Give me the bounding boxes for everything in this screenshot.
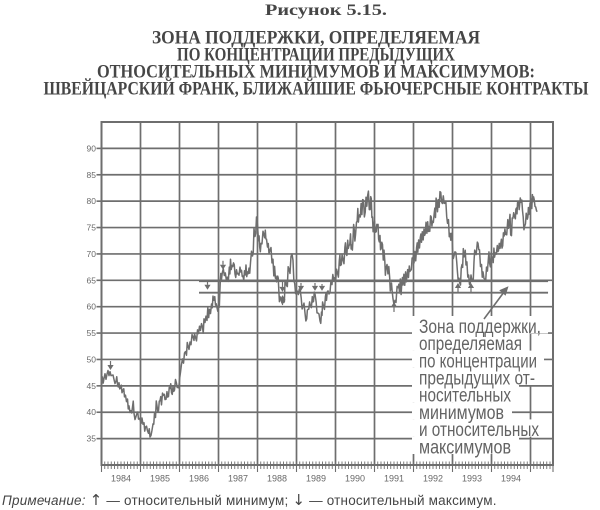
- x-axis-label: 1991: [384, 474, 404, 484]
- relative-maximum-arrow-head: [311, 285, 319, 291]
- y-axis-label: 80: [87, 196, 97, 206]
- annotation-line-5: носительных: [419, 386, 511, 407]
- annotation-mask-row: [412, 367, 542, 385]
- annotation-line-7: и относительных: [419, 420, 539, 441]
- y-axis-label: 85: [87, 170, 97, 180]
- y-axis-label: 55: [87, 328, 97, 338]
- relative-maximum-arrow-head: [279, 286, 286, 292]
- plot-border: [100, 121, 555, 466]
- annotation-mask-row: [412, 385, 519, 403]
- x-axis-label: 1988: [267, 474, 287, 484]
- x-axis-label: 1994: [501, 474, 521, 484]
- axis-labels: 35 40 45 50 55 60 65 70 75 80 85 90 1984 1985 1986 1987…: [87, 143, 521, 483]
- annotation-line-2: определяемая: [419, 334, 522, 355]
- annotation-arrow: [483, 286, 509, 320]
- x-axis-label: 1984: [111, 474, 131, 484]
- support-zone-lines: [199, 280, 549, 294]
- figure-caption: Рисунок 5.15.: [265, 2, 387, 19]
- annotation-line-3: по концентрации: [419, 351, 537, 372]
- y-axis-label: 50: [87, 354, 97, 364]
- y-axis-label: 90: [87, 143, 97, 153]
- note-min-text: — относительный минимум;: [102, 493, 293, 508]
- figure-note: Примечание: ↑ — относительный минимум; ↓…: [2, 491, 600, 509]
- down-arrow-icon: ↓: [292, 491, 306, 509]
- annotation-arrow-shaft: [483, 289, 507, 320]
- y-axis-label: 70: [87, 249, 97, 259]
- y-axis-label: 45: [87, 381, 97, 391]
- annotation-line-4: предыдущих от-: [419, 369, 535, 390]
- relative-minimum-arrow-head: [390, 301, 398, 307]
- relative-extreme-arrows: [107, 260, 475, 371]
- annotation-line-8: максимумов: [419, 437, 511, 458]
- relative-maximum-arrow-head: [297, 285, 305, 291]
- relative-maximum-arrow-head: [204, 284, 211, 290]
- y-axis-label: 60: [87, 302, 97, 312]
- price-series-path: [100, 190, 538, 438]
- up-arrow-icon: ↑: [89, 491, 103, 509]
- x-axis-label: 1993: [462, 474, 482, 484]
- x-axis-label: 1987: [228, 474, 248, 484]
- relative-maximum-arrow-head: [219, 264, 227, 270]
- x-axis-label: 1985: [150, 474, 170, 484]
- relative-maximum-arrow-head: [107, 365, 114, 371]
- y-axis-label: 75: [87, 223, 97, 233]
- axis-ticks: [96, 147, 554, 472]
- annotation-mask-row: [412, 333, 529, 351]
- x-axis-label: 1986: [189, 474, 209, 484]
- figure-header: Рисунок 5.15. ЗОНА ПОДДЕРЖКИ, ОПРЕДЕЛЯЕМ…: [44, 2, 589, 100]
- annotation-line-1: Зона поддержки,: [419, 317, 541, 338]
- figure-title-line-3: ОТНОСИТЕЛЬНЫХ МИНИМУМОВ И МАКСИМУМОВ:: [97, 62, 535, 83]
- note-max-text: — относительный максимум.: [305, 493, 497, 508]
- annotation-mask-row: [412, 316, 548, 334]
- y-axis-label: 40: [87, 407, 97, 417]
- figure-title-line-4: ШВЕЙЦАРСКИЙ ФРАНК, БЛИЖАЙШИЕ ФЬЮЧЕРСНЫЕ …: [44, 78, 589, 100]
- x-axis-label: 1992: [423, 474, 443, 484]
- support-zone-annotation: Зона поддержки, определяемая по концентр…: [419, 286, 541, 458]
- annotation-line-6: минимумов: [419, 403, 504, 424]
- figure-title-line-2: ПО КОНЦЕНТРАЦИИ ПРЕДЫДУЩИХ: [177, 45, 455, 66]
- relative-minimum-arrow-head: [279, 295, 286, 301]
- x-axis-label: 1990: [345, 474, 365, 484]
- price-line: [100, 190, 538, 438]
- annotation-mask-row: [412, 419, 546, 437]
- annotation-mask-row: [412, 350, 544, 368]
- relative-minimum-arrow-head: [467, 282, 475, 288]
- relative-minimum-arrow-head: [454, 282, 462, 288]
- figure-title-line-1: ЗОНА ПОДДЕРЖКИ, ОПРЕДЕЛЯЕМАЯ: [152, 28, 480, 49]
- relative-maximum-arrow-head: [318, 285, 326, 291]
- note-prefix: Примечание:: [2, 493, 86, 508]
- annotation-mask-row: [412, 402, 512, 420]
- annotation-background: [412, 316, 548, 454]
- annotation-arrow-head: [499, 286, 509, 296]
- x-axis-label: 1989: [306, 474, 326, 484]
- annotation-mask-row: [412, 436, 519, 454]
- y-axis-label: 65: [87, 275, 97, 285]
- y-axis-label: 35: [87, 434, 97, 444]
